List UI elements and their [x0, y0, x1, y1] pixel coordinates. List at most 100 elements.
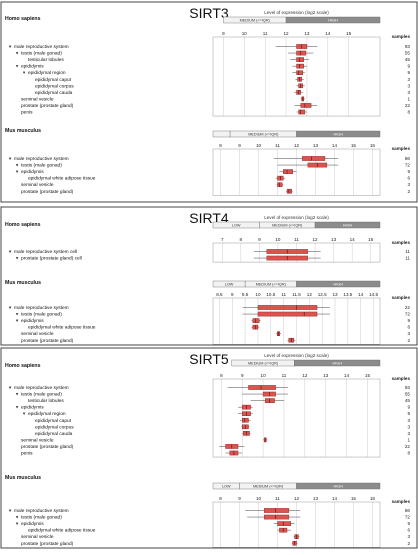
sample-count: 45 — [405, 57, 411, 62]
tissue-row: ▼ prostate (prostate gland) cell 11 — [15, 256, 410, 262]
tissue-label: epididymal white adipose tissue — [28, 528, 96, 534]
tick-label: 8 — [220, 373, 223, 378]
tissue-row: prostate (prostate gland) 2 — [21, 338, 410, 344]
expression-band-label: MEDIUM (<=IQR) — [248, 133, 279, 137]
tick-label: 10 — [256, 143, 262, 148]
box — [257, 305, 318, 310]
expand-arrow-icon: ▼ — [8, 156, 12, 161]
expression-band-label: MEDIUM (<=IQR) — [256, 283, 287, 287]
sample-count: 2 — [407, 541, 410, 546]
expand-arrow-icon: ▼ — [15, 256, 19, 261]
tissue-label: prostate (prostate gland) cell — [21, 256, 82, 262]
expression-band-label: MEDIUM (<=IQR) — [240, 19, 271, 23]
expression-band-label: HIGH — [334, 133, 344, 137]
tissue-label: seminal vesicle — [21, 96, 54, 102]
sample-count: 8 — [407, 451, 410, 456]
tissue-label: prostate (prostate gland) — [21, 541, 74, 547]
sample-count: 3 — [407, 182, 410, 187]
expression-band — [296, 130, 381, 138]
sample-count: 9 — [407, 169, 410, 174]
sample-count: 6 — [407, 528, 410, 533]
tissue-label: male reproductive system — [14, 508, 69, 514]
tick-label: 9 — [258, 237, 261, 242]
tick-label: 8 — [219, 143, 222, 148]
expression-band-label: HIGH — [343, 224, 353, 228]
tissue-label: male reproductive system — [14, 305, 69, 311]
expand-arrow-icon: ▼ — [15, 392, 19, 397]
tissue-row: epididymal cauda 3 — [35, 431, 410, 437]
expression-band-label: HIGH — [328, 19, 338, 23]
plot-frame — [212, 297, 381, 345]
sample-count: 3 — [407, 331, 410, 336]
tissue-label: penis — [21, 451, 33, 457]
tick-label: 9 — [231, 292, 234, 297]
tick-label: 16 — [370, 496, 376, 501]
tissue-row: epididymal cauda 3 — [35, 90, 410, 96]
box — [286, 188, 292, 194]
tissue-label: epididymal caput — [35, 77, 72, 83]
tissue-label: male reproductive system cell — [14, 249, 77, 255]
box — [248, 385, 276, 390]
expand-arrow-icon: ▼ — [15, 64, 19, 69]
sample-count: 6 — [407, 325, 410, 330]
sample-count: 9 — [407, 70, 410, 75]
tissue-label: seminal vesicle — [21, 331, 54, 337]
expression-band — [296, 482, 381, 490]
tissue-row: epididymal caput 3 — [35, 418, 410, 424]
tick-label: 11.5 — [292, 292, 301, 297]
tissue-row: testicular lobules 45 — [28, 57, 410, 63]
tissue-label: epididymis — [21, 405, 44, 411]
tick-label: 9 — [238, 496, 241, 501]
species-name: Homo sapiens — [5, 363, 41, 369]
tissue-label: testis (male gonad) — [21, 392, 62, 398]
sample-count: 93 — [405, 385, 411, 390]
tissue-label: testis (male gonad) — [21, 51, 62, 57]
tissue-row: prostate (prostate gland) 2 — [21, 541, 410, 547]
tissue-row: ▼ testis (male gonad) 72 — [15, 312, 410, 318]
tissue-label: prostate (prostate gland) — [21, 189, 74, 195]
tissue-label: epididymis — [21, 318, 44, 324]
box — [277, 521, 292, 526]
expression-band — [294, 359, 381, 367]
tissue-row: ▼ testis (male gonad) 72 — [15, 163, 410, 169]
tick-label: 15 — [365, 373, 371, 378]
expression-band — [212, 130, 231, 138]
samples-header: samples — [392, 34, 411, 39]
tissue-label: epididymal caput — [35, 418, 72, 424]
scale-title: Level of expression (log2 scale) — [264, 10, 329, 15]
tissue-row: ▼ male reproductive system 86 — [8, 508, 410, 514]
tissue-label: epididymal region — [28, 411, 66, 417]
box — [296, 70, 303, 75]
box — [264, 398, 275, 403]
plot-frame — [212, 148, 381, 196]
expand-arrow-icon: ▼ — [8, 44, 12, 49]
expand-arrow-icon: ▼ — [8, 305, 12, 310]
tissue-label: epididymal cauda — [35, 431, 73, 437]
tick-label: 16 — [370, 143, 376, 148]
scale-title: Level of expression (log2 scale) — [264, 215, 329, 220]
tick-label: 8 — [240, 237, 243, 242]
tick-label: 8.5 — [216, 292, 223, 297]
tick-label: 12 — [312, 237, 318, 242]
tick-label: 11 — [275, 496, 280, 501]
tissue-label: epididymal corpus — [35, 83, 74, 89]
sample-count: 1 — [407, 437, 410, 442]
tissue-label: penis — [21, 110, 33, 116]
tissue-row: testicular lobules 45 — [28, 398, 410, 404]
tissue-row: ▼ male reproductive system 93 — [8, 385, 410, 391]
expression-band-label: LOW — [232, 224, 241, 228]
plot-frame — [212, 501, 381, 548]
tissue-row: seminal vesicle 3 — [21, 331, 410, 337]
sample-count: 55 — [405, 392, 411, 397]
sample-count: 9 — [407, 64, 410, 69]
expand-arrow-icon: ▼ — [8, 385, 12, 390]
sample-count: 55 — [405, 51, 411, 56]
panel-border — [0, 347, 418, 549]
tissue-row: ▼ epididymis 9 — [15, 521, 410, 527]
tissue-label: testicular lobules — [28, 398, 64, 404]
expression-band-label: MEDIUM (<=IQR) — [272, 224, 303, 228]
species-block: Homo sapiens Level of expression (log2 sc… — [5, 215, 410, 263]
tick-label: 13 — [304, 31, 310, 36]
tick-label: 11 — [263, 31, 268, 36]
tissue-label: seminal vesicle — [21, 437, 54, 443]
